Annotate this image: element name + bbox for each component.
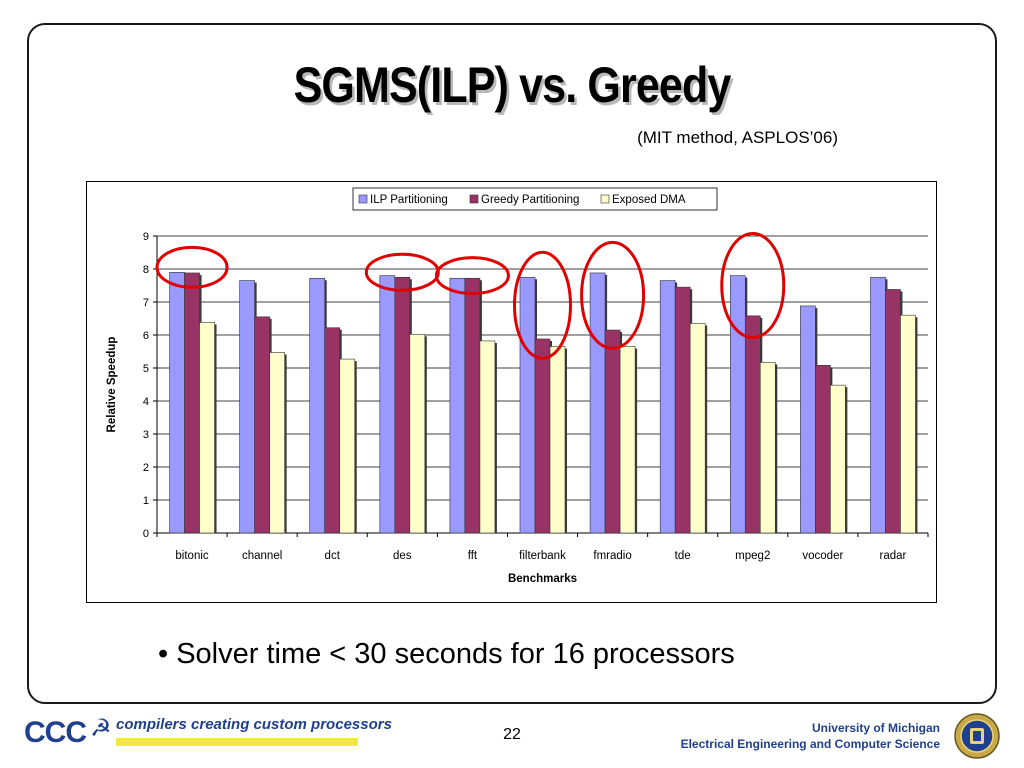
bar-ilp-partitioning (870, 276, 886, 534)
bar-greedy-partitioning (604, 329, 621, 534)
slide-frame (27, 23, 997, 704)
logo-text: CCC (24, 716, 87, 749)
slide-title: SGMS(ILP) vs. Greedy (293, 57, 732, 113)
bar-greedy-partitioning (184, 272, 200, 534)
bar-greedy-partitioning (674, 286, 691, 534)
bar-exposed-dma (759, 362, 776, 534)
bar-greedy-partitioning (464, 277, 481, 534)
legend-box (352, 187, 718, 211)
bar-exposed-dma (479, 340, 496, 534)
y-tick-label: 0 (143, 528, 149, 540)
legend-swatch (469, 194, 479, 204)
logo-underline-bar (116, 738, 358, 746)
bar-exposed-dma (199, 322, 215, 534)
bar-ilp-partitioning (239, 280, 255, 534)
highlight-circle (434, 256, 510, 296)
slide-subtitle: (MIT method, ASPLOS’06) (637, 128, 838, 147)
highlight-circle (155, 245, 229, 289)
department-name: Electrical Engineering and Computer Scie… (680, 737, 940, 751)
bar-ilp-partitioning (729, 275, 746, 534)
bar-exposed-dma (339, 358, 356, 534)
bar-exposed-dma (269, 352, 285, 534)
legend-swatch (600, 194, 610, 204)
y-tick-label: 7 (143, 297, 149, 309)
bar-ilp-partitioning (309, 277, 326, 534)
bar-exposed-dma (619, 346, 636, 534)
bar-exposed-dma (830, 384, 846, 534)
x-tick-label: vocoder (802, 550, 843, 562)
bar-ilp-partitioning (659, 280, 676, 534)
bar-exposed-dma (409, 334, 426, 534)
bar-ilp-partitioning (800, 305, 816, 534)
bar-greedy-partitioning (324, 327, 341, 534)
legend-label: ILP Partitioning (370, 194, 448, 206)
page-number: 22 (503, 726, 521, 743)
y-tick-label: 8 (143, 264, 149, 276)
y-tick-label: 3 (143, 429, 149, 441)
bar-exposed-dma (900, 314, 916, 534)
highlight-circle (513, 250, 572, 360)
x-tick-label: des (393, 550, 412, 562)
highlight-circle (720, 232, 786, 339)
logo-tagline: compilers creating custom processors (116, 716, 392, 733)
legend-label: Exposed DMA (612, 194, 686, 206)
x-tick-label: bitonic (175, 550, 208, 562)
x-tick-label: mpeg2 (735, 550, 770, 562)
x-tick-label: tde (675, 550, 691, 562)
x-tick-label: channel (242, 550, 282, 562)
y-tick-label: 9 (143, 231, 149, 243)
bar-chart: 0 1 2 3 4 5 6 7 8 9 bitonic channel dct des fft filterb… (106, 187, 929, 585)
x-tick-label: fft (468, 550, 478, 562)
y-tick-label: 6 (143, 330, 149, 342)
bar-greedy-partitioning (885, 289, 901, 534)
bar-exposed-dma (549, 346, 566, 534)
y-tick-label: 5 (143, 363, 149, 375)
x-tick-label: radar (880, 550, 907, 562)
x-tick-label: dct (325, 550, 341, 562)
chart-container: 0 1 2 3 4 5 6 7 8 9 bitonic channel dct des fft filterb… (86, 181, 937, 603)
bar-ilp-partitioning (449, 277, 466, 534)
y-axis-title: Relative Speedup (106, 337, 118, 433)
university-seal-icon (954, 713, 1000, 759)
y-tick-label: 1 (143, 495, 149, 507)
bar-greedy-partitioning (394, 276, 411, 534)
bar-greedy-partitioning (744, 315, 761, 534)
university-affiliation: University of Michigan Electrical Engine… (681, 720, 940, 752)
bar-ilp-partitioning (379, 275, 396, 534)
bar-ilp-partitioning (169, 272, 185, 534)
x-tick-label: filterbank (519, 550, 566, 562)
y-tick-label: 2 (143, 462, 149, 474)
legend-swatch (358, 194, 368, 204)
hammer-sickle-icon: ☭ (90, 715, 112, 742)
bar-greedy-partitioning (254, 316, 270, 534)
ccc-logo: CCC ☭ compilers creating custom processo… (24, 714, 392, 754)
bar-ilp-partitioning (519, 276, 536, 534)
highlight-circle (580, 240, 646, 350)
bullet-point: • Solver time < 30 seconds for 16 proces… (158, 638, 735, 670)
bar-greedy-partitioning (815, 365, 831, 534)
legend-label: Greedy Partitioning (481, 194, 579, 206)
bar-exposed-dma (689, 323, 706, 534)
x-axis-title: Benchmarks (508, 573, 577, 585)
bar-ilp-partitioning (589, 272, 606, 534)
bar-greedy-partitioning (534, 338, 551, 534)
x-tick-label: fmradio (593, 550, 631, 562)
y-tick-label: 4 (143, 396, 149, 408)
university-name: University of Michigan (811, 721, 940, 735)
